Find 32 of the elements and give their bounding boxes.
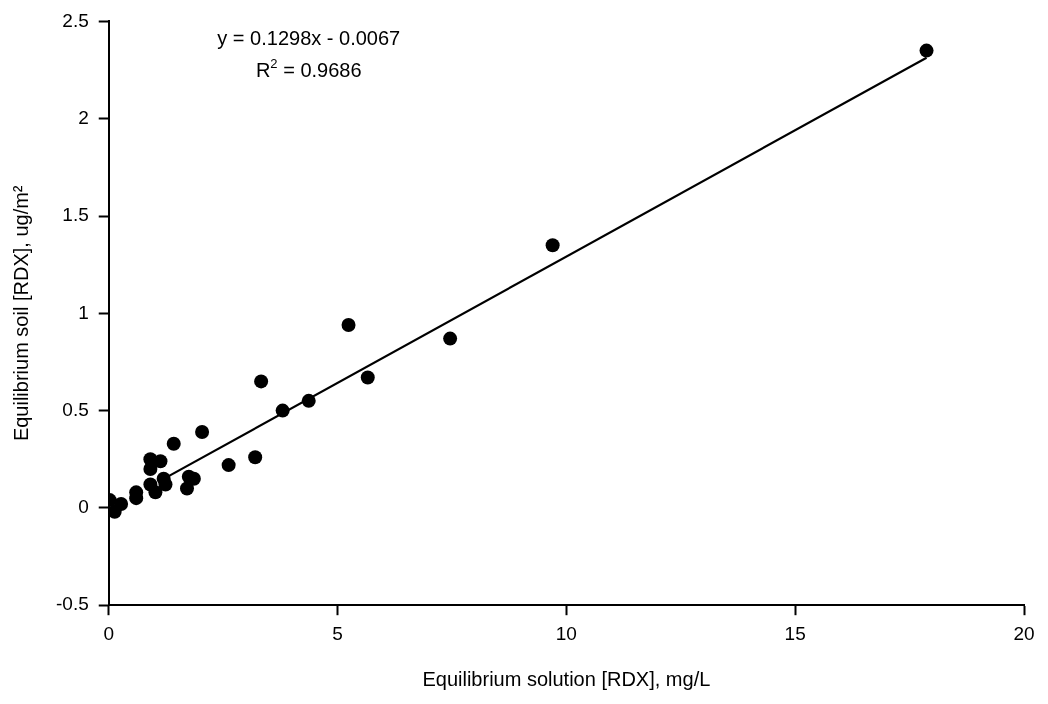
point bbox=[221, 458, 236, 473]
x-tick-label: 15 bbox=[784, 622, 806, 644]
point bbox=[108, 504, 122, 519]
y-tick-label: 1.5 bbox=[62, 204, 89, 226]
point bbox=[443, 331, 458, 346]
point bbox=[158, 477, 173, 492]
point bbox=[248, 450, 263, 465]
y-tick-label: 2 bbox=[78, 106, 89, 128]
x-axis-title: Equilibrium solution [RDX], mg/L bbox=[422, 667, 711, 690]
point bbox=[254, 374, 269, 389]
point bbox=[153, 454, 168, 469]
x-tick-label: 20 bbox=[1013, 622, 1035, 644]
annotation: y = 0.1298x - 0.0067 bbox=[217, 27, 401, 50]
x-tick-label: 10 bbox=[555, 622, 577, 644]
x-tick-label: 0 bbox=[103, 622, 115, 644]
point bbox=[545, 238, 560, 253]
y-tick-label: 0 bbox=[78, 496, 89, 518]
y-axis-title: Equilibrium soil [RDX], ug/m² bbox=[9, 185, 32, 442]
y-tick-label: 2.5 bbox=[62, 9, 89, 31]
y-tick-label: 0.5 bbox=[62, 398, 89, 420]
point bbox=[166, 436, 181, 451]
point bbox=[195, 425, 210, 440]
point bbox=[143, 477, 158, 492]
point bbox=[919, 43, 934, 58]
point bbox=[301, 393, 316, 408]
y-tick-label: -0.5 bbox=[55, 593, 89, 615]
point bbox=[179, 481, 194, 496]
point bbox=[275, 403, 290, 418]
point bbox=[341, 317, 356, 332]
y-tick-label: 1 bbox=[78, 301, 89, 323]
x-tick-label: 5 bbox=[332, 622, 343, 644]
point bbox=[360, 370, 375, 385]
